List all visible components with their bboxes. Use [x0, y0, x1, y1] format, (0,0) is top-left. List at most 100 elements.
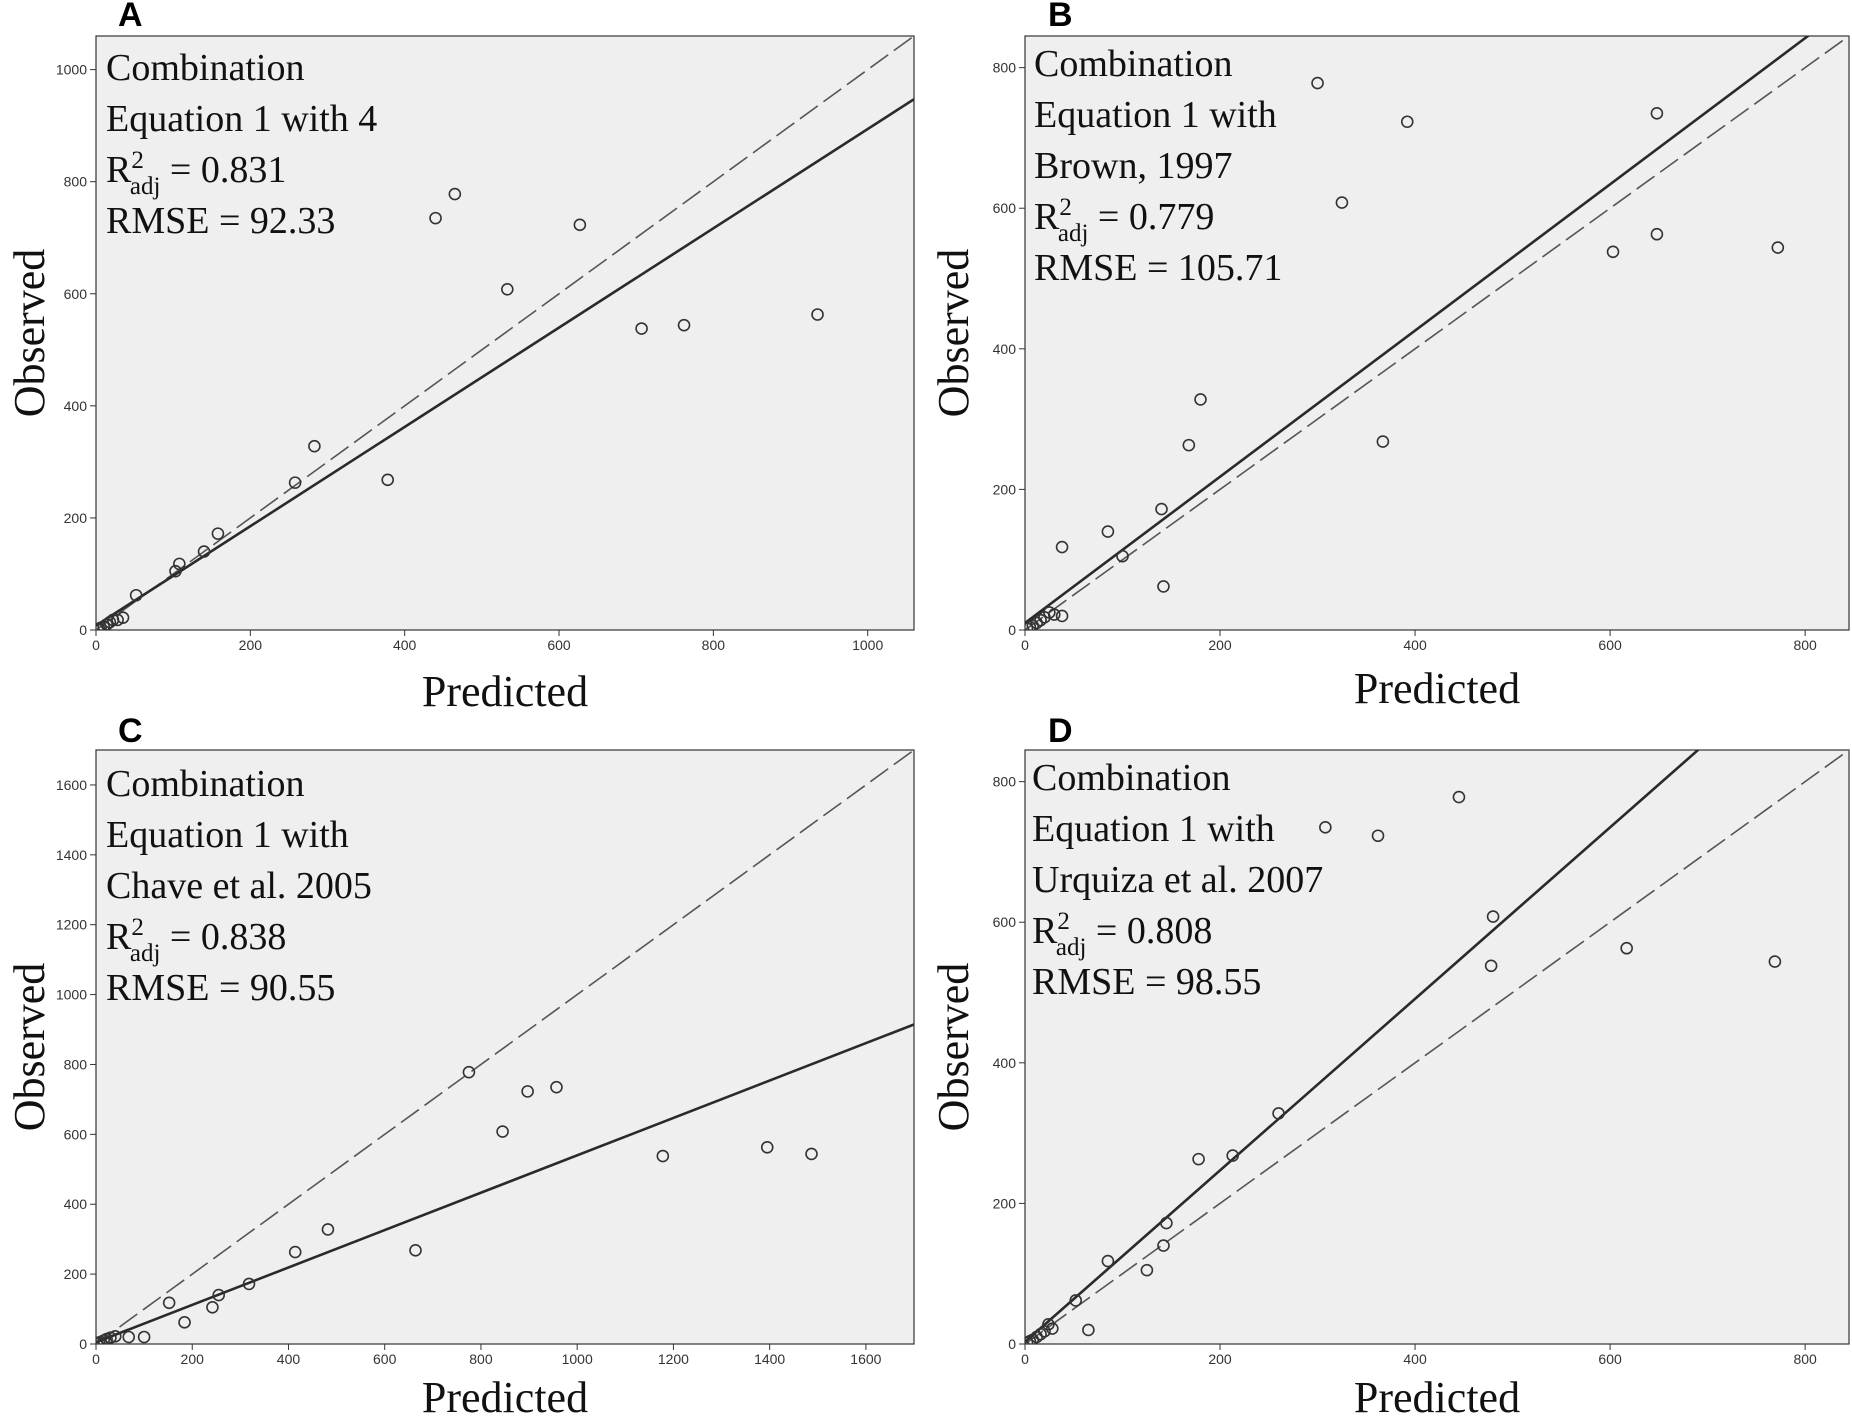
annotation-line: Combination: [1034, 43, 1232, 85]
data-point: [1226, 1149, 1240, 1162]
data-point: [111, 613, 124, 627]
fit-line: [1025, 750, 1700, 1343]
x-tick-label: 200: [1208, 1351, 1232, 1367]
data-point: [96, 1336, 106, 1344]
data-point: [760, 1140, 774, 1154]
data-point: [1452, 790, 1466, 804]
y-tick-label: 600: [64, 286, 88, 302]
panel-letter: A: [118, 0, 143, 34]
y-tick-label: 0: [1008, 1336, 1016, 1352]
annotation-rmse: RMSE = 90.55: [106, 967, 335, 1009]
data-point: [96, 1335, 108, 1344]
data-point: [1157, 580, 1170, 593]
annotation-line: Combination: [1032, 757, 1230, 799]
reference-line-1to1: [96, 750, 914, 1344]
data-point: [811, 308, 824, 321]
y-tick-label: 1000: [56, 62, 87, 78]
data-point: [550, 1080, 563, 1094]
annotation-line: Equation 1 with: [1032, 808, 1275, 850]
annotation-line: Combination: [106, 47, 304, 89]
x-axis-title: Predicted: [1354, 1373, 1520, 1418]
y-tick-label: 400: [64, 398, 88, 414]
y-axis-title: Observed: [5, 249, 54, 418]
data-point: [1025, 1336, 1034, 1344]
data-point: [1484, 959, 1498, 973]
data-point: [1620, 941, 1633, 955]
annotation-rmse: RMSE = 105.71: [1034, 247, 1282, 289]
y-tick-label: 200: [993, 481, 1017, 497]
y-tick-label: 0: [79, 1336, 87, 1352]
data-point: [321, 1223, 335, 1236]
x-tick-label: 0: [1021, 637, 1029, 653]
data-point: [1025, 622, 1034, 630]
annotation-line: Combination: [106, 763, 304, 805]
y-tick-label: 1200: [56, 917, 87, 933]
x-axis-title: Predicted: [422, 1373, 588, 1418]
data-point: [197, 545, 211, 558]
x-tick-label: 200: [239, 637, 263, 653]
data-point: [129, 588, 143, 602]
reference-line-1to1: [96, 36, 914, 630]
data-point: [1182, 438, 1196, 452]
data-point: [1101, 1254, 1115, 1268]
data-point: [677, 318, 691, 332]
annotation-rmse: RMSE = 98.55: [1032, 961, 1261, 1003]
data-point: [162, 1296, 176, 1310]
y-tick-label: 600: [993, 914, 1017, 930]
data-point: [96, 621, 107, 630]
data-point: [97, 1334, 110, 1344]
y-tick-label: 400: [64, 1196, 88, 1212]
fit-line: [96, 1023, 914, 1344]
annotation-line: Equation 1 with: [1034, 94, 1277, 136]
x-tick-label: 800: [1793, 637, 1817, 653]
x-tick-label: 1000: [852, 637, 883, 653]
x-tick-label: 200: [181, 1351, 205, 1367]
data-point: [409, 1244, 422, 1257]
y-tick-label: 800: [64, 1056, 88, 1072]
y-axis-title: Observed: [5, 963, 54, 1132]
data-point: [521, 1085, 534, 1098]
y-axis-title: Observed: [929, 963, 978, 1132]
data-point: [1400, 115, 1414, 129]
y-tick-label: 600: [993, 200, 1017, 216]
y-tick-label: 800: [64, 174, 88, 190]
annotation-line: Equation 1 with 4: [106, 98, 377, 140]
chart-panel-b: 0 200 400 600 800 0 200 400 600 800 Combination Equ…: [929, 0, 1850, 713]
x-tick-label: 400: [1403, 637, 1427, 653]
x-tick-label: 1400: [754, 1351, 785, 1367]
data-point: [1335, 196, 1349, 209]
x-tick-label: 600: [1598, 637, 1622, 653]
x-tick-label: 600: [547, 637, 571, 653]
data-point: [288, 476, 302, 489]
data-point: [1046, 1322, 1059, 1335]
x-tick-label: 400: [393, 637, 417, 653]
panel-letter: B: [1048, 0, 1073, 34]
data-point: [212, 1288, 225, 1302]
annotation-r2: R2 adj = 0.831: [106, 147, 286, 200]
data-point: [1026, 1333, 1040, 1344]
annotation-line: Chave et al. 2005: [106, 865, 372, 907]
data-point: [496, 1125, 509, 1138]
x-tick-label: 800: [1793, 1351, 1817, 1367]
x-tick-label: 800: [469, 1351, 493, 1367]
data-point: [1116, 549, 1129, 563]
data-point: [1140, 1263, 1154, 1277]
x-axis-title: Predicted: [422, 667, 588, 716]
data-point: [206, 1301, 219, 1314]
data-point: [1101, 525, 1115, 538]
x-axis-title: Predicted: [1354, 664, 1520, 713]
data-point: [1311, 76, 1324, 90]
panel-letter: C: [118, 712, 143, 750]
x-tick-label: 800: [702, 637, 726, 653]
x-tick-label: 600: [373, 1351, 397, 1367]
data-point: [635, 322, 648, 335]
data-point: [1082, 1323, 1095, 1337]
data-point: [1371, 829, 1385, 843]
data-point: [96, 623, 104, 630]
annotation-line: Equation 1 with: [106, 814, 349, 856]
y-tick-label: 1400: [56, 847, 87, 863]
data-point: [1650, 227, 1664, 241]
data-point: [1194, 393, 1207, 406]
y-tick-label: 600: [64, 1126, 88, 1142]
